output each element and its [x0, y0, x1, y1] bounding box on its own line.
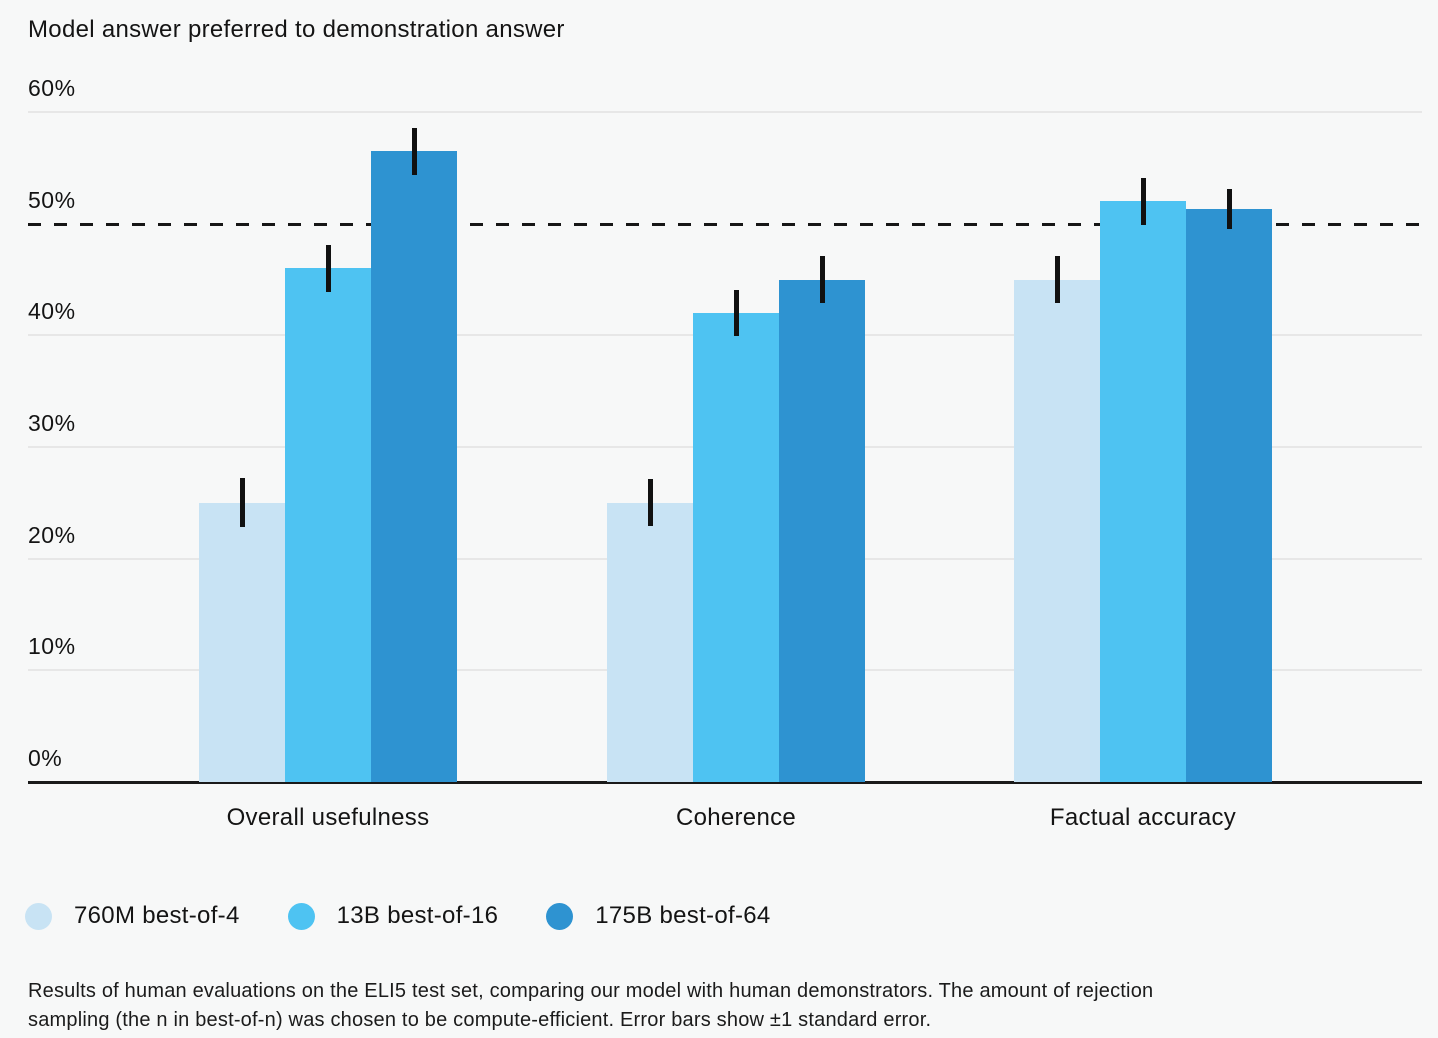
- x-axis-category-label: Overall usefulness: [226, 804, 430, 831]
- error-bar: [647, 479, 653, 527]
- error-bar: [411, 127, 417, 175]
- legend-dot-icon: [546, 902, 574, 930]
- parity-dashed-line: [28, 222, 1422, 226]
- legend-item: 13B best-of-16: [287, 902, 499, 930]
- bar: [199, 502, 285, 782]
- bar: [1014, 279, 1100, 782]
- y-axis-tick-label: 10%: [28, 633, 76, 660]
- legend-item: 175B best-of-64: [546, 902, 770, 930]
- error-bar: [1054, 256, 1060, 303]
- error-bar: [1140, 177, 1146, 225]
- legend-label: 175B best-of-64: [595, 902, 771, 929]
- legend: 760M best-of-4 13B best-of-16 175B best-of…: [25, 902, 771, 930]
- caption: Results of human evaluations on the ELI5…: [28, 977, 1388, 1035]
- error-bar: [239, 478, 245, 528]
- y-axis-tick-label: 0%: [28, 745, 63, 771]
- y-axis-tick-label: 60%: [28, 75, 76, 101]
- legend-item: 760M best-of-4: [25, 902, 240, 930]
- bar: [607, 502, 693, 782]
- error-bar: [819, 256, 825, 303]
- x-axis-line: [28, 781, 1422, 784]
- plot-area: 60% 50% 40% 30% 20% 10% 0% Overall usefulness Co…: [28, 75, 1422, 831]
- error-bar: [325, 244, 331, 292]
- bar: [693, 313, 779, 782]
- bar: [779, 279, 865, 782]
- x-axis-category-label: Factual accuracy: [1049, 804, 1237, 831]
- y-axis-tick-label: 20%: [28, 521, 76, 548]
- legend-label: 13B best-of-16: [336, 902, 499, 929]
- bar: [371, 151, 457, 782]
- error-bar: [1226, 189, 1232, 230]
- caption-line-1: Results of human evaluations on the ELI5…: [28, 980, 1154, 1002]
- bar: [1100, 201, 1186, 782]
- y-axis-tick-label: 30%: [28, 410, 76, 436]
- error-bar: [733, 289, 739, 337]
- bar: [1186, 209, 1272, 782]
- gridline: [28, 111, 1422, 113]
- y-axis-tick-label: 40%: [28, 298, 76, 325]
- legend-label: 760M best-of-4: [74, 902, 240, 929]
- legend-dot-icon: [287, 902, 315, 930]
- caption-line-2: sampling (the n in best-of-n) was chosen…: [28, 1009, 932, 1031]
- legend-dot-icon: [25, 902, 52, 930]
- chart-title: Model answer preferred to demonstration …: [28, 16, 565, 43]
- y-axis-tick-label: 50%: [28, 186, 76, 213]
- x-axis-category-label: Coherence: [675, 804, 797, 831]
- bar: [285, 268, 371, 782]
